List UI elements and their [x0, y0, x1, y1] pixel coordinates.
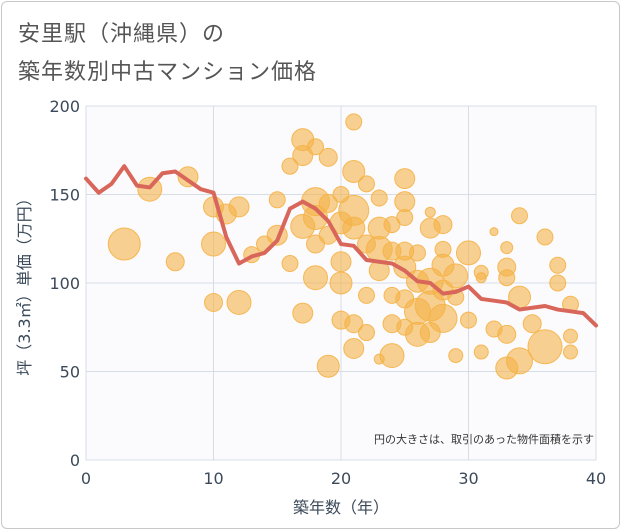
bubble-point: [527, 329, 563, 365]
bubble-point: [268, 191, 286, 209]
bubble-point: [201, 231, 226, 257]
bubble-point: [107, 227, 141, 261]
y-tick-label: 200: [49, 97, 80, 116]
x-tick-label: 10: [203, 469, 223, 488]
bubble-point: [563, 328, 578, 344]
bubble-point: [394, 191, 416, 213]
bubble-point: [303, 205, 328, 231]
bubble-point: [329, 271, 353, 295]
trend-line: [84, 164, 598, 328]
bubble-point: [489, 227, 499, 237]
x-tick-label: 30: [458, 469, 478, 488]
bubble-point: [549, 256, 567, 274]
y-tick-label: 100: [49, 274, 80, 293]
y-tick-label: 150: [49, 186, 80, 205]
bubble-point: [343, 337, 365, 359]
bubble-point: [342, 216, 366, 240]
bubble-point: [456, 240, 481, 266]
x-tick-label: 0: [81, 469, 91, 488]
bubble-point: [443, 263, 469, 289]
plot-border: [85, 105, 597, 461]
bubble-point: [292, 302, 314, 324]
bubble-point: [549, 274, 567, 292]
bubble-point: [318, 147, 338, 167]
bubble-point: [345, 113, 363, 131]
bubble-point: [433, 215, 453, 235]
y-tick-label: 50: [60, 363, 80, 382]
bubble-point: [379, 343, 405, 369]
bubble-point: [228, 196, 250, 218]
bubble-point: [448, 348, 464, 364]
bubble-point: [498, 269, 516, 287]
bubble-point: [473, 344, 489, 360]
chart-title-line-2: 築年数別中古マンション価格: [18, 60, 318, 85]
y-tick-label: 0: [70, 451, 80, 470]
bubble-point: [511, 207, 528, 225]
bubble-point: [475, 272, 487, 284]
bubble-point: [460, 311, 477, 329]
bubble-point: [303, 265, 328, 291]
bubble-size-note: 円の大きさは、取引のあった物件面積を示す: [374, 432, 594, 446]
bubble-point: [318, 193, 338, 213]
bubble-point: [344, 314, 364, 334]
chart-title-line-1: 安里駅（沖縄県）の: [18, 22, 226, 47]
bubble-point: [396, 209, 414, 227]
bubble-point: [358, 324, 375, 342]
bubble-point: [292, 145, 314, 167]
bubble-point: [165, 252, 185, 272]
bubble-point: [316, 354, 340, 378]
bubble-point: [330, 251, 352, 273]
bubble-point: [383, 216, 401, 234]
bubble-point: [281, 157, 299, 175]
bubble-point: [409, 244, 426, 262]
bubble-point: [428, 303, 458, 333]
bubble-point: [394, 168, 416, 190]
bubble-point: [506, 347, 533, 375]
bubble-point: [424, 206, 436, 218]
bubble-point: [563, 344, 578, 360]
bubble-point: [536, 228, 554, 246]
bubble-point: [226, 289, 252, 315]
bubble-point: [342, 159, 366, 183]
bubble-point: [281, 255, 299, 273]
y-axis-label: 坪（3.3㎡）単価（万円）: [15, 190, 34, 375]
bubble-point: [500, 241, 514, 255]
bubble-point: [522, 314, 542, 334]
bubble-point: [370, 189, 388, 207]
x-tick-label: 40: [586, 469, 606, 488]
bubble-point: [497, 324, 517, 344]
bubble-point: [307, 138, 324, 156]
bubble-point: [204, 292, 223, 312]
x-tick-label: 20: [331, 469, 351, 488]
x-axis-label: 築年数（年）: [293, 498, 389, 517]
bubble-point: [358, 286, 375, 304]
bubble-point: [358, 175, 375, 193]
